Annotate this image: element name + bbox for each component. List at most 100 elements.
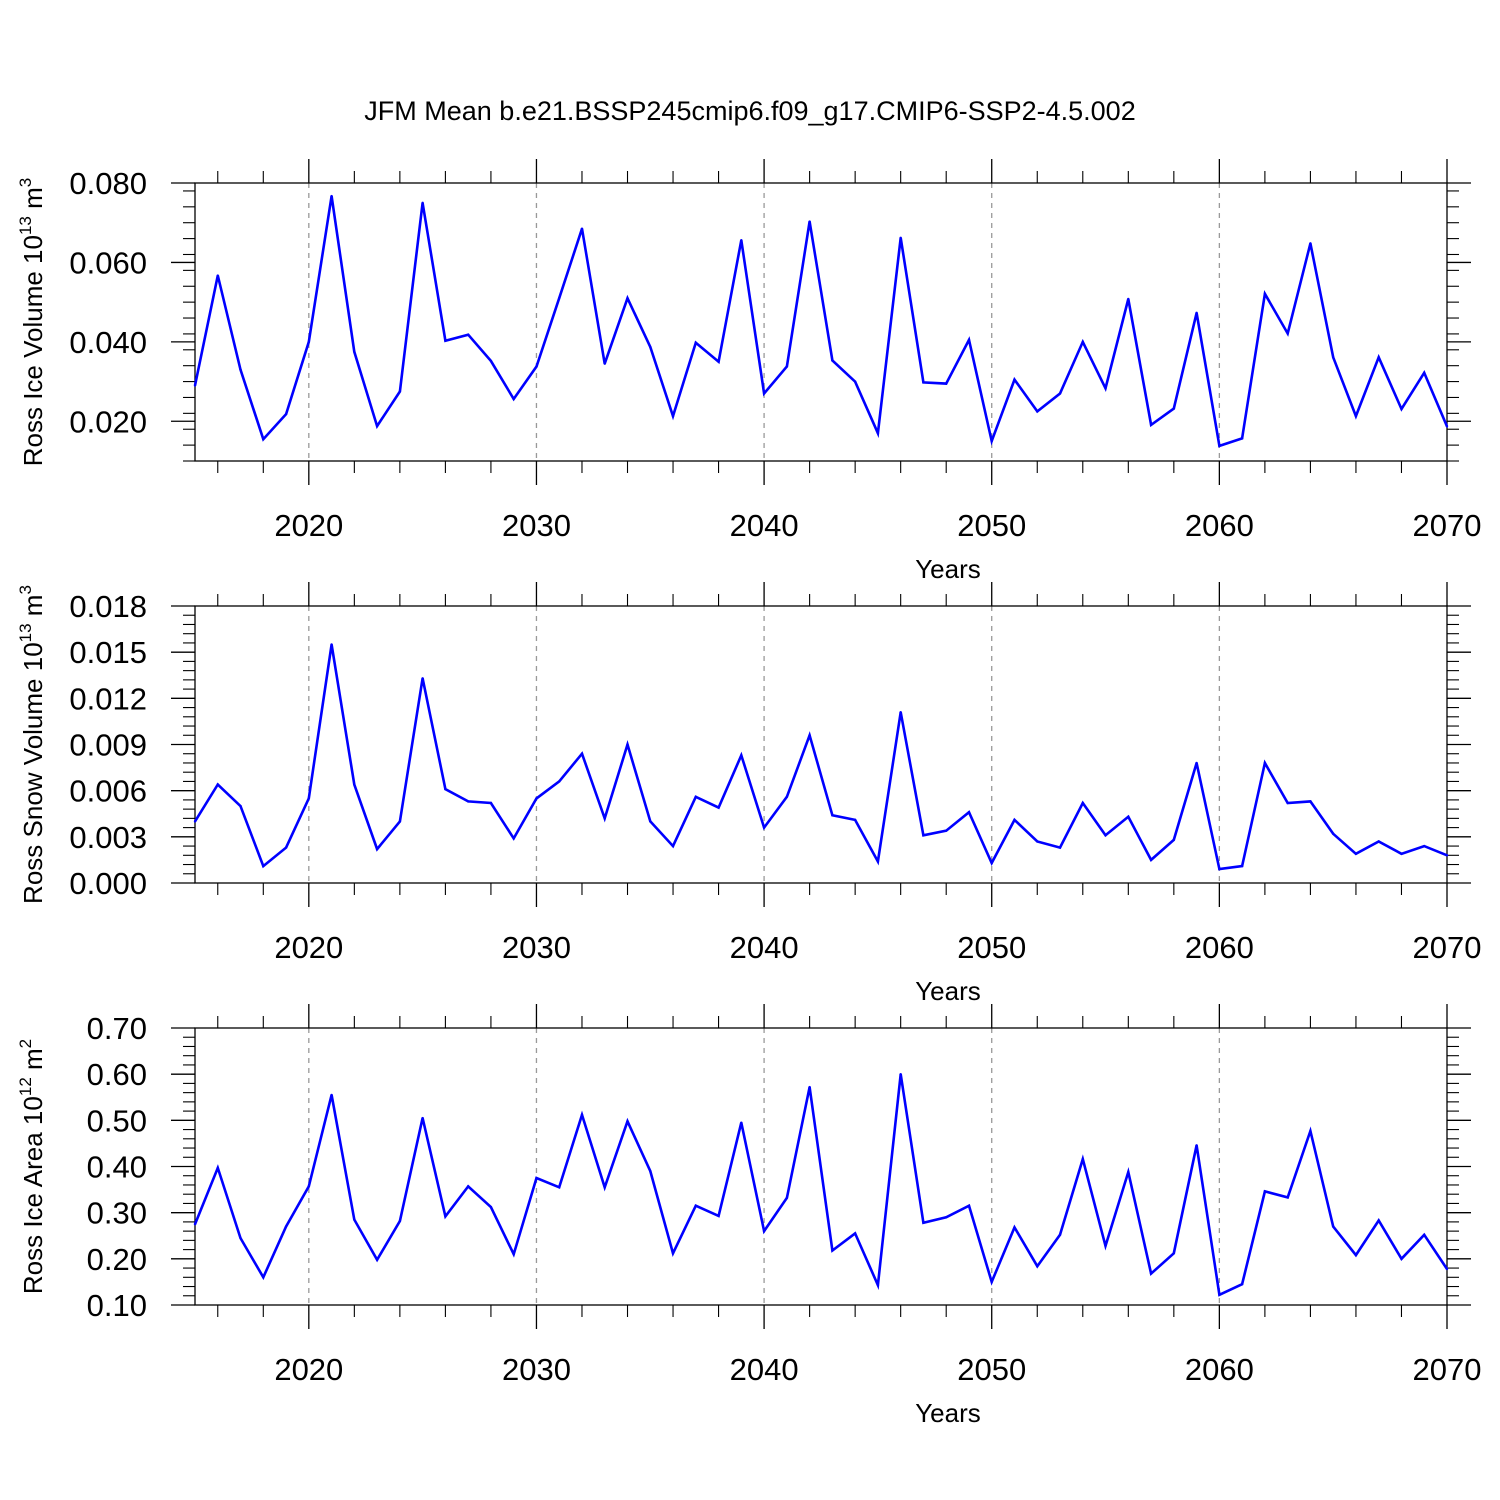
y-tick-label: 0.060 bbox=[69, 245, 147, 280]
x-tick-label: 2060 bbox=[1185, 1352, 1254, 1387]
data-point bbox=[694, 341, 697, 344]
data-point bbox=[1286, 1196, 1289, 1199]
data-point bbox=[1127, 815, 1130, 819]
data-point bbox=[967, 811, 971, 814]
data-point bbox=[1127, 297, 1130, 301]
x-axis-label: Years bbox=[915, 1398, 981, 1428]
data-point bbox=[1149, 858, 1153, 862]
data-point bbox=[740, 754, 743, 757]
data-point bbox=[216, 783, 219, 786]
data-point bbox=[193, 384, 197, 387]
data-point bbox=[1013, 378, 1016, 381]
data-point bbox=[1240, 1283, 1244, 1286]
data-point bbox=[1400, 852, 1403, 855]
data-point bbox=[1309, 242, 1312, 245]
y-axis-label: Ross Ice Area 1012 m2 bbox=[16, 1039, 48, 1294]
data-point bbox=[831, 1249, 834, 1252]
x-tick-label: 2020 bbox=[274, 508, 343, 543]
data-point bbox=[1058, 392, 1062, 395]
y-tick-label: 0.003 bbox=[69, 820, 147, 855]
data-point bbox=[262, 864, 265, 868]
x-tick-label: 2020 bbox=[274, 1352, 343, 1387]
data-point bbox=[1104, 834, 1107, 837]
data-point bbox=[1377, 1219, 1380, 1222]
data-point bbox=[1149, 423, 1153, 427]
data-point bbox=[762, 826, 766, 829]
data-point bbox=[1104, 1244, 1107, 1248]
data-point bbox=[1286, 332, 1289, 335]
data-point bbox=[239, 368, 242, 371]
data-point bbox=[535, 797, 538, 800]
data-point bbox=[1036, 1265, 1039, 1268]
y-tick-label: 0.70 bbox=[87, 1011, 147, 1046]
data-point bbox=[489, 1205, 493, 1209]
data-point bbox=[762, 1229, 766, 1233]
series-line bbox=[193, 195, 1449, 448]
data-point bbox=[853, 818, 857, 822]
y-tick-label: 0.040 bbox=[69, 325, 147, 360]
data-point bbox=[558, 296, 561, 300]
data-point bbox=[307, 340, 311, 344]
data-point bbox=[262, 437, 265, 441]
data-point bbox=[466, 1185, 470, 1188]
series-line bbox=[193, 644, 1448, 871]
data-point bbox=[922, 381, 925, 384]
data-point bbox=[945, 382, 948, 385]
data-point bbox=[626, 296, 629, 300]
y-tick-label: 0.000 bbox=[69, 866, 147, 901]
data-point bbox=[1149, 1272, 1153, 1275]
data-point bbox=[876, 1283, 880, 1287]
data-point bbox=[717, 806, 720, 809]
data-point bbox=[853, 380, 857, 383]
data-point bbox=[1445, 1267, 1449, 1271]
data-point bbox=[740, 1121, 743, 1124]
data-point bbox=[899, 710, 902, 714]
data-point bbox=[694, 1204, 697, 1207]
panel-2: 0.000 0.003 0.006 0.009 0.012 0.015 0.018 2020 2… bbox=[16, 582, 1481, 1006]
data-point bbox=[1036, 840, 1039, 843]
data-point bbox=[1445, 854, 1449, 857]
y-tick-label: 0.60 bbox=[87, 1057, 147, 1092]
data-point bbox=[1058, 1233, 1062, 1237]
data-point bbox=[330, 643, 333, 646]
data-point bbox=[1218, 1293, 1221, 1297]
data-point bbox=[398, 1219, 402, 1223]
data-point bbox=[421, 201, 424, 205]
y-tick-label: 0.015 bbox=[69, 635, 147, 670]
data-point bbox=[990, 439, 993, 443]
x-tick-label: 2040 bbox=[730, 508, 799, 543]
data-point bbox=[1331, 356, 1335, 359]
data-point bbox=[1263, 1190, 1267, 1193]
x-tick-label: 2070 bbox=[1413, 1352, 1482, 1387]
data-point bbox=[444, 339, 447, 342]
data-point bbox=[284, 1225, 288, 1228]
data-point bbox=[626, 1120, 629, 1123]
data-point bbox=[535, 1176, 538, 1180]
y-tick-label: 0.006 bbox=[69, 774, 147, 809]
y-axis-label: Ross Snow Volume 1013 m3 bbox=[16, 585, 48, 904]
x-tick-label: 2040 bbox=[730, 930, 799, 965]
data-point bbox=[444, 787, 447, 791]
data-point bbox=[1172, 838, 1176, 842]
data-point bbox=[558, 1186, 561, 1189]
data-point bbox=[466, 333, 470, 336]
data-point bbox=[580, 752, 584, 755]
data-point bbox=[1058, 846, 1062, 849]
data-point bbox=[1263, 292, 1267, 296]
data-point bbox=[307, 1185, 311, 1188]
data-point bbox=[671, 1252, 675, 1255]
data-point bbox=[330, 1093, 333, 1097]
data-point bbox=[1377, 356, 1380, 359]
data-point bbox=[1445, 425, 1449, 428]
data-point bbox=[239, 1236, 242, 1240]
x-tick-label: 2040 bbox=[730, 1352, 799, 1387]
data-point bbox=[444, 1215, 447, 1218]
data-point bbox=[330, 194, 333, 198]
data-point bbox=[1104, 387, 1107, 390]
data-point bbox=[1240, 437, 1244, 440]
data-point bbox=[922, 1221, 925, 1225]
data-point bbox=[1081, 1157, 1084, 1161]
data-point bbox=[398, 390, 402, 393]
data-point bbox=[1172, 1252, 1176, 1255]
y-tick-label: 0.020 bbox=[69, 404, 147, 439]
